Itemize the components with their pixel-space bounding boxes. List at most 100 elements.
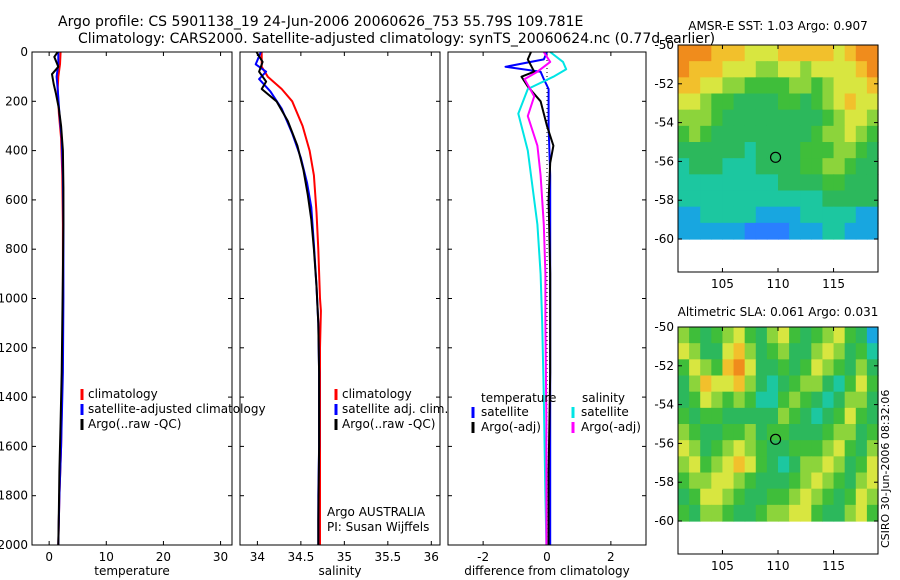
heatmap-cell (778, 158, 790, 175)
heatmap-cell (678, 222, 690, 240)
heatmap-cell (733, 77, 746, 95)
heatmap-cell (689, 359, 701, 377)
heatmap-cell (778, 174, 790, 192)
heatmap-cell (811, 359, 824, 377)
heatmap-cell (733, 456, 746, 474)
heatmap-cell (833, 472, 846, 490)
axes-frame (31, 51, 233, 546)
heatmap-cell (700, 359, 712, 377)
heatmap-cell (689, 327, 701, 344)
heatmap-cell (678, 343, 690, 360)
heatmap-cell (855, 504, 868, 522)
heatmap-cell (689, 472, 701, 490)
heatmap-cell (811, 327, 824, 344)
heatmap-cell (800, 142, 812, 159)
heatmap-cell (678, 456, 690, 474)
heatmap-cell (833, 440, 846, 457)
heatmap-cell (822, 488, 835, 506)
heatmap-cell (733, 440, 746, 457)
y-tick-label: -58 (654, 475, 674, 489)
heatmap-cell (689, 142, 701, 159)
heatmap-cell (700, 222, 712, 240)
heatmap-cell (833, 158, 846, 175)
heatmap-cell (700, 407, 712, 425)
heatmap-cell (833, 407, 846, 425)
heatmap-cell (789, 327, 801, 344)
y-tick-label: -50 (654, 320, 674, 334)
map-title: AMSR-E SST: 1.03 Argo: 0.907 (688, 19, 868, 33)
heatmap-cell (866, 174, 879, 192)
heatmap-cell (755, 472, 768, 490)
heatmap-cell (778, 61, 790, 78)
heatmap-cell (844, 222, 857, 240)
heatmap-cell (778, 391, 790, 409)
figure-title-line1: Argo profile: CS 5901138_19 24-Jun-2006 … (58, 14, 583, 30)
series-line (254, 51, 321, 545)
heatmap-cell (822, 77, 835, 95)
heatmap-cell (844, 109, 857, 127)
heatmap-cell (766, 424, 779, 441)
heatmap-cell (744, 142, 757, 159)
heatmap-cell (778, 375, 790, 393)
x-axis-label: difference from climatology (464, 564, 630, 578)
legend-label: climatology (88, 387, 158, 401)
heatmap-cell (744, 375, 757, 393)
heatmap-cell (789, 222, 801, 240)
heatmap-cell (733, 327, 746, 344)
heatmap-cell (811, 77, 824, 95)
heatmap-cell (822, 359, 835, 377)
heatmap-cell (789, 440, 801, 457)
heatmap-cell (811, 440, 824, 457)
heatmap-cell (766, 77, 779, 95)
heatmap-cell (844, 190, 857, 208)
heatmap-cell (766, 456, 779, 474)
heatmap-cell (766, 206, 779, 224)
heatmap-cell (866, 222, 879, 240)
heatmap-cell (744, 222, 757, 240)
y-tick-label: 800 (5, 242, 28, 256)
heatmap-cell (778, 488, 790, 506)
heatmap-cell (755, 375, 768, 393)
heatmap-cell (744, 407, 757, 425)
x-tick-label: 10 (99, 550, 114, 564)
heatmap-cell (722, 456, 735, 474)
heatmap-cell (722, 77, 735, 95)
heatmap-cell (855, 93, 868, 111)
credit-stamp: CSIRO 30-Jun-2006 08:32:06 (879, 390, 892, 548)
series-line (504, 51, 552, 545)
heatmap-cell (811, 174, 824, 192)
heatmap-cell (711, 424, 724, 441)
heatmap-cell (744, 456, 757, 474)
heatmap-cell (811, 109, 824, 127)
heatmap-cell (866, 472, 879, 490)
heatmap-cell (711, 359, 724, 377)
heatmap-cell (789, 343, 801, 360)
heatmap-cell (800, 327, 812, 344)
heatmap-cell (678, 93, 690, 111)
heatmap-cell (866, 456, 879, 474)
heatmap-cell (811, 424, 824, 441)
heatmap-cell (722, 142, 735, 159)
heatmap-cell (833, 343, 846, 360)
heatmap-cell (711, 190, 724, 208)
heatmap-cell (855, 222, 868, 240)
heatmap-cell (755, 61, 768, 78)
heatmap-cell (822, 456, 835, 474)
x-tick-label: 110 (767, 559, 790, 573)
heatmap-cell (689, 158, 701, 175)
heatmap-cell (789, 488, 801, 506)
heatmap-cell (778, 206, 790, 224)
heatmap-cell (689, 125, 701, 143)
heatmap-cell (722, 407, 735, 425)
heatmap-cell (800, 174, 812, 192)
heatmap-cell (822, 109, 835, 127)
heatmap-cell (789, 174, 801, 192)
heatmap-cell (844, 472, 857, 490)
heatmap-cell (811, 391, 824, 409)
heatmap-cell (866, 375, 879, 393)
heatmap-cell (722, 440, 735, 457)
heatmap-cell (766, 359, 779, 377)
heatmap-cell (678, 424, 690, 441)
axes-frame (677, 44, 879, 273)
heatmap-cell (733, 488, 746, 506)
